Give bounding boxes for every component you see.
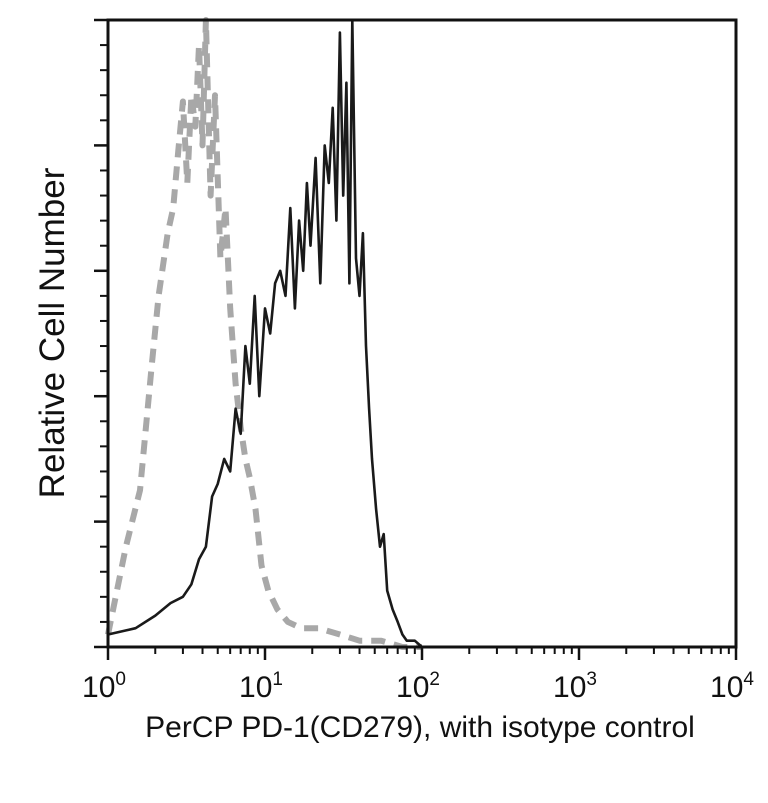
series-layer [105, 17, 736, 650]
x-tick-label: 100 [82, 669, 126, 704]
x-tick-label: 101 [239, 669, 283, 704]
y-axis-label: Relative Cell Number [33, 167, 72, 498]
histogram-series-isotype-control [105, 17, 422, 650]
ticks-layer [94, 18, 738, 660]
x-tick-labels: 100 101 102 103 104 [82, 669, 754, 704]
x-tick-label: 102 [396, 669, 440, 704]
x-tick-label: 103 [553, 669, 597, 704]
x-axis-label: PerCP PD-1(CD279), with isotype control [145, 711, 695, 744]
x-tick-label: 104 [710, 669, 754, 704]
histogram-series-sample [107, 18, 736, 649]
plot-frame [106, 18, 738, 649]
